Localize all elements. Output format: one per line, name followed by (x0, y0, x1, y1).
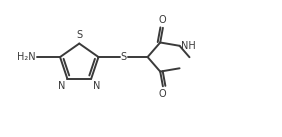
Text: S: S (76, 30, 82, 40)
Text: N: N (58, 81, 65, 91)
Text: N: N (93, 81, 100, 91)
Text: O: O (158, 15, 166, 25)
Text: NH: NH (181, 41, 196, 51)
Text: S: S (121, 52, 127, 62)
Text: H₂N: H₂N (17, 52, 35, 62)
Text: O: O (158, 89, 166, 99)
